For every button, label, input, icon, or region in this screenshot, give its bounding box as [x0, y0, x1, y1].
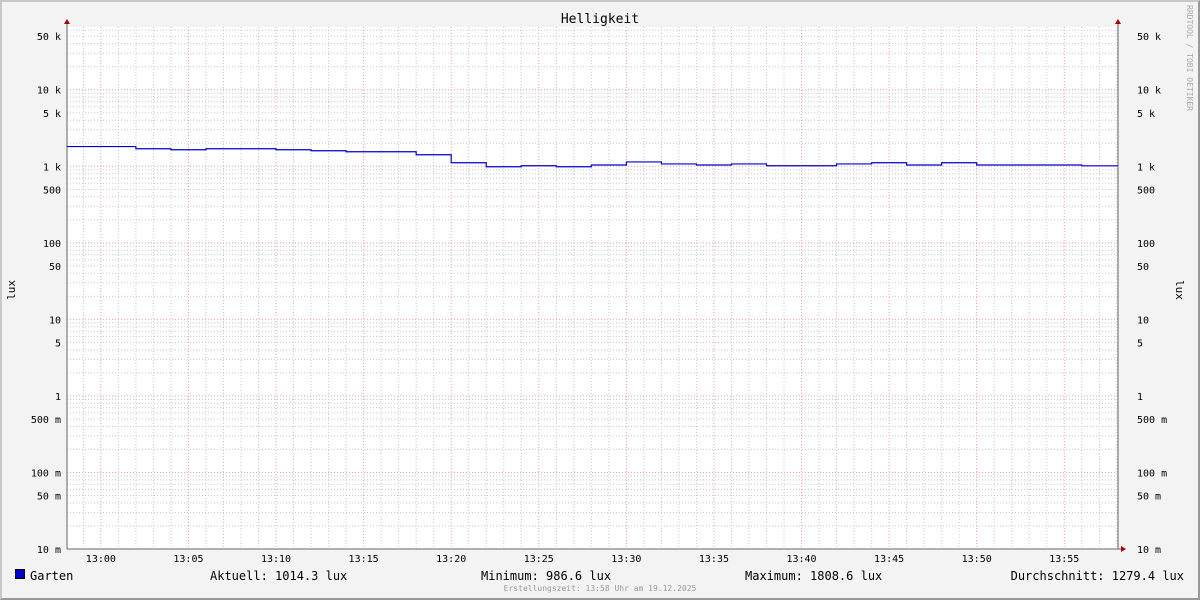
legend-average: Durchschnitt: 1279.4 lux: [1010, 569, 1184, 583]
y-tick-label-right: 100: [1137, 239, 1155, 250]
y-tick-label-left: 10 m: [37, 545, 61, 556]
y-tick-label-left: 50 m: [37, 491, 61, 502]
y-tick-label-right: 100 m: [1137, 468, 1167, 479]
y-tick-label-right: 5 k: [1137, 109, 1155, 120]
rrdtool-credit: RRDTOOL / TOBI OETIKER: [1185, 5, 1194, 111]
x-tick-label: 13:15: [349, 554, 379, 565]
x-tick-label: 13:45: [874, 554, 904, 565]
y-tick-label-right: 500: [1137, 185, 1155, 196]
x-tick-label: 13:25: [524, 554, 554, 565]
y-axis-label-left: lux: [5, 280, 18, 300]
y-tick-label-left: 100: [43, 239, 61, 250]
y-tick-label-left: 5: [55, 338, 61, 349]
y-tick-label-right: 50: [1137, 262, 1149, 273]
y-tick-label-left: 500: [43, 185, 61, 196]
y-tick-label-left: 50: [49, 262, 61, 273]
plot-area: [67, 27, 1118, 549]
y-tick-label-right: 10 m: [1137, 545, 1161, 556]
y-tick-label-left: 50 k: [37, 32, 61, 43]
y-tick-label-left: 100 m: [31, 468, 61, 479]
y-tick-label-left: 10 k: [37, 86, 61, 97]
legend-minimum: Minimum: 986.6 lux: [481, 569, 612, 583]
legend-series-name: Garten: [30, 569, 74, 583]
y-tick-label-right: 500 m: [1137, 415, 1167, 426]
y-tick-label-right: 5: [1137, 338, 1143, 349]
arrow-icon: [1115, 19, 1121, 24]
y-axis-label-right: lux: [1173, 280, 1186, 300]
y-tick-label-right: 10: [1137, 315, 1149, 326]
legend-swatch: [15, 569, 25, 579]
x-tick-label: 13:10: [261, 554, 291, 565]
y-tick-label-left: 500 m: [31, 415, 61, 426]
x-tick-label: 13:35: [699, 554, 729, 565]
y-tick-label-right: 50 m: [1137, 491, 1161, 502]
y-tick-label-left: 1: [55, 392, 61, 403]
series-line-garten: [67, 145, 1118, 168]
footer-timestamp: Erstellungszeit: 13:58 Uhr am 19.12.2025: [503, 584, 697, 593]
x-tick-label: 13:05: [173, 554, 203, 565]
x-tick-label: 13:50: [962, 554, 992, 565]
arrow-icon: [1121, 546, 1126, 552]
y-tick-label-right: 1: [1137, 392, 1143, 403]
x-tick-label: 13:30: [611, 554, 641, 565]
y-tick-label-right: 50 k: [1137, 32, 1161, 43]
x-tick-label: 13:40: [786, 554, 816, 565]
x-tick-label: 13:20: [436, 554, 466, 565]
legend-maximum: Maximum: 1808.6 lux: [745, 569, 883, 583]
x-tick-label: 13:55: [1049, 554, 1079, 565]
y-tick-label-right: 10 k: [1137, 86, 1161, 97]
y-tick-label-left: 5 k: [43, 109, 61, 120]
legend-current: Aktuell: 1014.3 lux: [210, 569, 348, 583]
y-tick-label-left: 1 k: [43, 162, 61, 173]
y-tick-label-right: 1 k: [1137, 162, 1155, 173]
arrow-icon: [64, 19, 70, 24]
y-tick-label-left: 10: [49, 315, 61, 326]
chart-title: Helligkeit: [560, 12, 640, 27]
x-tick-label: 13:00: [86, 554, 116, 565]
